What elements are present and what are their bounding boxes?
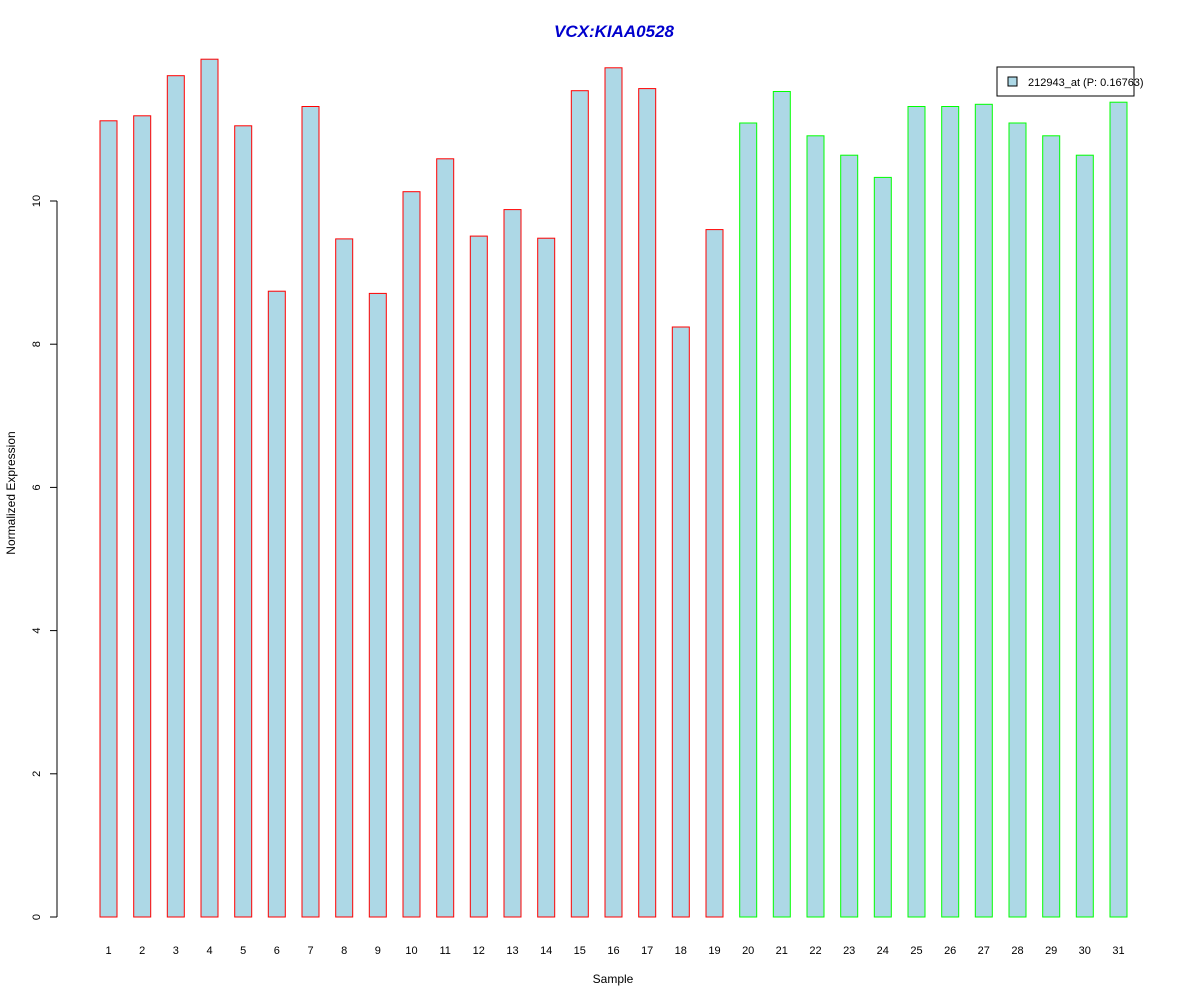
bar: [234, 125, 253, 918]
x-tick-label: 22: [809, 945, 821, 957]
bar: [1109, 101, 1128, 918]
bar: [436, 158, 455, 918]
x-tick-label: 7: [307, 945, 313, 957]
x-tick-label: 3: [173, 945, 179, 957]
x-tick-label: 5: [240, 945, 246, 957]
x-tick-label: 14: [540, 945, 552, 957]
y-tick-label: 0: [31, 914, 43, 920]
y-tick-label: 4: [31, 628, 43, 634]
bar: [772, 91, 791, 918]
x-tick-label: 28: [1011, 945, 1023, 957]
y-tick-label: 10: [31, 195, 43, 207]
bar: [99, 120, 118, 918]
bar: [166, 75, 185, 918]
x-tick-label: 19: [708, 945, 720, 957]
bar: [840, 154, 859, 918]
bar: [200, 58, 219, 918]
x-tick-label: 23: [843, 945, 855, 957]
y-axis: 0 2 4 6 8 10: [31, 195, 58, 920]
bar: [907, 106, 926, 918]
bar: [469, 235, 488, 918]
x-tick-label: 27: [978, 945, 990, 957]
x-tick-label: 31: [1112, 945, 1124, 957]
bar: [739, 122, 758, 918]
x-tick-label: 21: [776, 945, 788, 957]
bar: [301, 106, 320, 918]
bar: [537, 237, 556, 918]
x-tick-label: 2: [139, 945, 145, 957]
y-axis-label: Normalized Expression: [4, 431, 18, 554]
x-tick-label: 18: [675, 945, 687, 957]
x-tick-label: 17: [641, 945, 653, 957]
x-tick-label: 20: [742, 945, 754, 957]
legend-label: 212943_at (P: 0.16763): [1028, 77, 1144, 89]
legend: 212943_at (P: 0.16763): [996, 66, 1144, 97]
bar: [638, 88, 657, 918]
x-tick-label: 16: [607, 945, 619, 957]
bar: [974, 103, 993, 918]
bar: [705, 229, 724, 918]
bar: [570, 90, 589, 918]
bar: [806, 135, 825, 918]
y-tick-label: 2: [31, 771, 43, 777]
legend-box: [996, 66, 1135, 97]
bar: [1075, 154, 1094, 918]
x-tick-label: 25: [910, 945, 922, 957]
bar: [873, 176, 892, 918]
chart-title: VCX:KIAA0528: [554, 22, 675, 41]
bar: [1042, 135, 1061, 918]
x-tick-label: 8: [341, 945, 347, 957]
x-tick-label: 6: [274, 945, 280, 957]
x-tick-labels: 1 2 3 4 5 6 7 8 9 10 11 12 13 14 15 16 17 18 19 20 21 22 23 24 2…: [105, 945, 1124, 957]
bar: [503, 209, 522, 918]
bar: [1008, 122, 1027, 918]
x-axis-label: Sample: [593, 972, 634, 986]
x-tick-label: 30: [1079, 945, 1091, 957]
x-tick-label: 9: [375, 945, 381, 957]
bar: [941, 106, 960, 918]
bar: [335, 238, 354, 918]
bar: [671, 326, 690, 918]
y-tick-label: 8: [31, 341, 43, 347]
x-tick-label: 15: [574, 945, 586, 957]
x-tick-label: 4: [206, 945, 212, 957]
y-tick-label: 6: [31, 484, 43, 490]
bar: [133, 115, 152, 918]
x-tick-label: 12: [473, 945, 485, 957]
bar: [402, 191, 421, 918]
bar: [368, 292, 387, 918]
x-tick-label: 29: [1045, 945, 1057, 957]
legend-swatch: [1007, 76, 1018, 87]
bar: [267, 290, 286, 918]
x-tick-label: 11: [439, 945, 450, 957]
x-tick-label: 24: [877, 945, 889, 957]
bars-group: [99, 58, 1128, 918]
x-tick-label: 26: [944, 945, 956, 957]
x-tick-label: 1: [105, 945, 111, 957]
x-tick-label: 13: [506, 945, 518, 957]
x-tick-label: 10: [405, 945, 417, 957]
bar: [604, 67, 623, 918]
